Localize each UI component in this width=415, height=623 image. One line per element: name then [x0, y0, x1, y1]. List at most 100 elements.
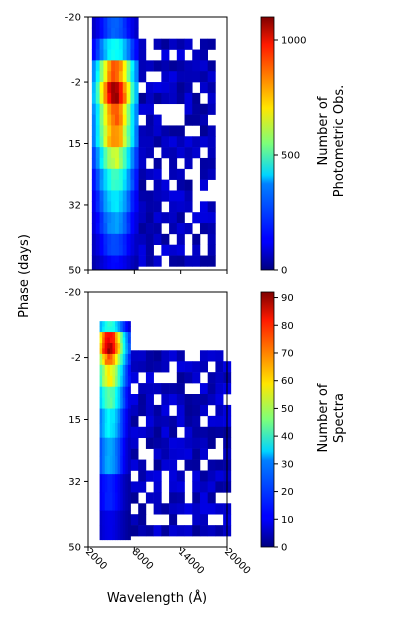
heatmap-cell	[184, 201, 193, 213]
heatmap-cell	[112, 492, 116, 511]
heatmap-cell	[125, 343, 129, 349]
heatmap-cell	[112, 364, 116, 377]
heatmap-cell	[95, 136, 100, 148]
heatmap-cell	[102, 337, 106, 344]
heatmap-cell	[120, 386, 124, 399]
heatmap-cell	[126, 17, 131, 29]
heatmap-cell	[109, 321, 113, 328]
heatmap-cell	[184, 525, 193, 537]
heatmap-cell	[176, 492, 185, 504]
heatmap-cell	[125, 397, 129, 409]
heatmap-cell	[99, 201, 104, 213]
heatmap-cell	[115, 147, 120, 159]
heatmap-cell	[176, 383, 185, 395]
heatmap-cell	[118, 71, 124, 83]
heatmap-cell	[102, 397, 106, 409]
heatmap-cell	[104, 525, 108, 541]
heatmap-cell	[107, 233, 112, 246]
heatmap-cell	[118, 49, 124, 61]
heatmap-cell	[102, 353, 106, 360]
heatmap-cell	[112, 332, 116, 338]
heatmap-cell	[130, 448, 139, 460]
heatmap-cell	[169, 223, 178, 235]
heatmap-cell	[103, 27, 108, 40]
heatmap-cell	[109, 348, 113, 355]
heatmap-cell	[153, 404, 162, 417]
heatmap-cell	[127, 474, 131, 493]
heatmap-cell	[122, 71, 128, 83]
heatmap-cell	[111, 255, 116, 264]
heatmap-cell	[134, 71, 139, 83]
heatmap-cell	[145, 103, 154, 115]
heatmap-cell	[107, 71, 112, 83]
heatmap-cell	[122, 60, 128, 72]
heatmap-cell	[184, 179, 193, 191]
heatmap-cell	[153, 361, 162, 373]
heatmap-cell	[122, 255, 128, 264]
heatmap-cell	[120, 397, 124, 409]
heatmap-cell	[109, 353, 113, 360]
heatmap-cell	[125, 364, 129, 377]
heatmap-cell	[176, 201, 185, 213]
heatmap-cell	[111, 136, 116, 148]
heatmap-cell	[134, 223, 139, 235]
heatmap-cell	[103, 103, 108, 115]
heatmap-cell	[169, 481, 178, 493]
heatmap-cell	[99, 125, 104, 137]
heatmap-cell	[122, 492, 126, 511]
heatmap-cell	[192, 481, 201, 493]
heatmap-cell	[117, 364, 121, 377]
heatmap-cell	[107, 332, 111, 338]
heatmap-cell	[99, 332, 103, 338]
heatmap-cell	[103, 136, 108, 148]
heatmap-cell	[176, 437, 185, 449]
heatmap-cell	[215, 525, 224, 537]
heatmap-cell	[109, 408, 113, 424]
heatmap-cell	[125, 437, 129, 457]
heatmap-cell	[176, 255, 185, 267]
bottom-x-ticks: 2000 8000 14000 20000	[83, 547, 252, 577]
heatmap-cell	[134, 157, 139, 170]
heatmap-cell	[102, 492, 106, 511]
heatmap-cell	[207, 82, 216, 94]
heatmap-cell	[117, 437, 121, 457]
heatmap-cell	[184, 394, 193, 406]
heatmap-cell	[138, 125, 147, 137]
heatmap-cell	[153, 157, 162, 170]
colorbar-tick-label: 30	[281, 459, 294, 470]
heatmap-cell	[199, 492, 208, 504]
heatmap-cell	[91, 114, 97, 126]
heatmap-cell	[126, 103, 131, 115]
heatmap-cell	[145, 415, 154, 428]
heatmap-cell	[169, 415, 178, 428]
heatmap-cell	[103, 212, 108, 224]
colorbar-tick-label: 0	[281, 266, 287, 277]
heatmap-cell	[153, 125, 162, 137]
heatmap-cell	[118, 179, 124, 191]
heatmap-cell	[103, 38, 108, 50]
y-tick-label: -2	[71, 353, 81, 364]
heatmap-cell	[184, 92, 193, 105]
heatmap-cell	[134, 233, 139, 246]
heatmap-cell	[130, 157, 135, 170]
heatmap-cell	[120, 321, 124, 328]
heatmap-cell	[184, 255, 193, 267]
heatmap-cell	[122, 82, 128, 94]
heatmap-cell	[120, 525, 124, 541]
heatmap-cell	[99, 157, 104, 170]
heatmap-cell	[107, 82, 112, 94]
heatmap-cell	[104, 423, 108, 439]
heatmap-cell	[169, 147, 178, 159]
heatmap-cell	[134, 136, 139, 148]
colorbar-tick-label: 20	[281, 487, 294, 498]
heatmap-cell	[176, 136, 185, 148]
heatmap-cell	[112, 397, 116, 409]
heatmap-cell	[126, 114, 131, 126]
heatmap-cell	[138, 92, 147, 105]
heatmap-cell	[130, 147, 135, 159]
heatmap-cell	[120, 359, 124, 366]
heatmap-cell	[184, 426, 193, 439]
heatmap-cell	[130, 481, 139, 493]
heatmap-cell	[115, 190, 120, 202]
heatmap-cell	[109, 525, 113, 541]
